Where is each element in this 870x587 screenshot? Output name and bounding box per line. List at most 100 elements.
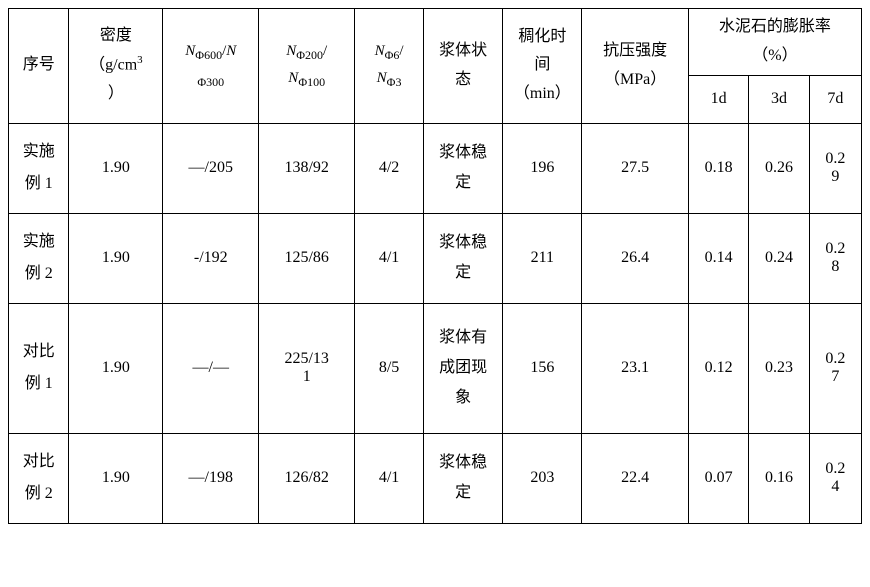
- cell-3d: 0.23: [749, 303, 809, 433]
- label-l2: 例 2: [25, 265, 53, 282]
- header-1d: 1d: [688, 75, 748, 123]
- cell-7d: 0.2 7: [809, 303, 861, 433]
- data-table: 序号 密度 （g/cm3 ） NΦ600/N Φ300 NΦ200/ NΦ100…: [8, 8, 862, 524]
- state-l1: 浆体状: [439, 42, 487, 59]
- table-row: 实施 例 1 1.90 —/205 138/92 4/2 浆体稳 定 196 2…: [9, 123, 862, 213]
- row-label: 实施 例 1: [9, 123, 69, 213]
- cell-n200: 126/82: [259, 433, 355, 523]
- label-l2: 例 2: [25, 485, 53, 502]
- cell-7d: 0.2 8: [809, 213, 861, 303]
- d7-l2: 7: [831, 368, 839, 385]
- n600-sub2: Φ300: [197, 75, 224, 89]
- time-l2: 间: [534, 56, 550, 73]
- n-prefix3: N: [286, 43, 296, 59]
- state-text-l1: 浆体有: [439, 329, 487, 346]
- cell-n600: —/205: [163, 123, 259, 213]
- table-row: 对比 例 1 1.90 —/— 225/13 1 8/5 浆体有 成团现 象 1…: [9, 303, 862, 433]
- cell-n6: 4/2: [355, 123, 424, 213]
- density-unit-open: （g/cm: [89, 57, 137, 74]
- cell-7d: 0.2 4: [809, 433, 861, 523]
- state-text-l1: 浆体稳: [439, 144, 487, 161]
- n-prefix2: N: [226, 43, 236, 59]
- density-label: 密度: [100, 27, 132, 44]
- strength-l2: （MPa）: [604, 71, 666, 88]
- d7-l2: 8: [831, 258, 839, 275]
- header-n6: NΦ6/ NΦ3: [355, 9, 424, 124]
- cell-density: 1.90: [69, 213, 163, 303]
- label-l1: 实施: [23, 233, 55, 250]
- cell-density: 1.90: [69, 433, 163, 523]
- cell-3d: 0.16: [749, 433, 809, 523]
- cell-n6: 8/5: [355, 303, 424, 433]
- cell-1d: 0.18: [688, 123, 748, 213]
- n200-l2: 1: [303, 368, 311, 385]
- time-l1: 稠化时: [518, 28, 566, 45]
- cell-state: 浆体有 成团现 象: [423, 303, 502, 433]
- cell-n600: —/—: [163, 303, 259, 433]
- state-l2: 态: [455, 71, 471, 88]
- n200-sub1: Φ200: [296, 48, 323, 62]
- header-7d: 7d: [809, 75, 861, 123]
- cell-density: 1.90: [69, 123, 163, 213]
- state-text-l2: 定: [455, 264, 471, 281]
- expand-l1: 水泥石的膨胀率: [719, 18, 831, 35]
- d7-l1: 0.2: [825, 240, 845, 257]
- state-text-l1: 浆体稳: [439, 234, 487, 251]
- n200-sub2: Φ100: [298, 75, 325, 89]
- strength-l1: 抗压强度: [603, 42, 667, 59]
- state-text-l2: 定: [455, 174, 471, 191]
- cell-n200: 125/86: [259, 213, 355, 303]
- n-prefix4: N: [288, 70, 298, 86]
- n-prefix: N: [185, 43, 195, 59]
- n600-sub1: Φ600: [195, 48, 222, 62]
- n-slash3: /: [399, 43, 403, 59]
- density-sup: 3: [137, 54, 143, 66]
- cell-n6: 4/1: [355, 213, 424, 303]
- cell-1d: 0.12: [688, 303, 748, 433]
- d7-l1: 0.2: [825, 350, 845, 367]
- row-label: 对比 例 1: [9, 303, 69, 433]
- cell-time: 203: [503, 433, 582, 523]
- header-strength: 抗压强度 （MPa）: [582, 9, 688, 124]
- n-slash2: /: [323, 43, 327, 59]
- d7-l2: 4: [831, 478, 839, 495]
- label-l2: 例 1: [25, 175, 53, 192]
- cell-3d: 0.26: [749, 123, 809, 213]
- n6-sub1: Φ6: [385, 48, 400, 62]
- header-time: 稠化时 间 （min）: [503, 9, 582, 124]
- header-expansion: 水泥石的膨胀率 （%）: [688, 9, 861, 76]
- cell-state: 浆体稳 定: [423, 213, 502, 303]
- state-text-l2: 成团现: [439, 359, 487, 376]
- cell-3d: 0.24: [749, 213, 809, 303]
- cell-strength: 23.1: [582, 303, 688, 433]
- cell-n600: -/192: [163, 213, 259, 303]
- cell-state: 浆体稳 定: [423, 433, 502, 523]
- cell-time: 156: [503, 303, 582, 433]
- cell-n200: 138/92: [259, 123, 355, 213]
- row-label: 实施 例 2: [9, 213, 69, 303]
- n-prefix5: N: [375, 43, 385, 59]
- header-seq: 序号: [9, 9, 69, 124]
- n6-sub2: Φ3: [387, 75, 402, 89]
- cell-1d: 0.07: [688, 433, 748, 523]
- cell-strength: 26.4: [582, 213, 688, 303]
- cell-state: 浆体稳 定: [423, 123, 502, 213]
- d7-l2: 9: [831, 168, 839, 185]
- header-n200: NΦ200/ NΦ100: [259, 9, 355, 124]
- cell-1d: 0.14: [688, 213, 748, 303]
- state-text-l1: 浆体稳: [439, 454, 487, 471]
- state-text-l3: 象: [455, 389, 471, 406]
- cell-strength: 22.4: [582, 433, 688, 523]
- header-state: 浆体状 态: [423, 9, 502, 124]
- cell-n200: 225/13 1: [259, 303, 355, 433]
- cell-n600: —/198: [163, 433, 259, 523]
- table-row: 实施 例 2 1.90 -/192 125/86 4/1 浆体稳 定 211 2…: [9, 213, 862, 303]
- table-row: 对比 例 2 1.90 —/198 126/82 4/1 浆体稳 定 203 2…: [9, 433, 862, 523]
- cell-n6: 4/1: [355, 433, 424, 523]
- label-l1: 实施: [23, 143, 55, 160]
- d7-l1: 0.2: [825, 150, 845, 167]
- cell-time: 196: [503, 123, 582, 213]
- n-prefix6: N: [377, 70, 387, 86]
- label-l2: 例 1: [25, 375, 53, 392]
- cell-time: 211: [503, 213, 582, 303]
